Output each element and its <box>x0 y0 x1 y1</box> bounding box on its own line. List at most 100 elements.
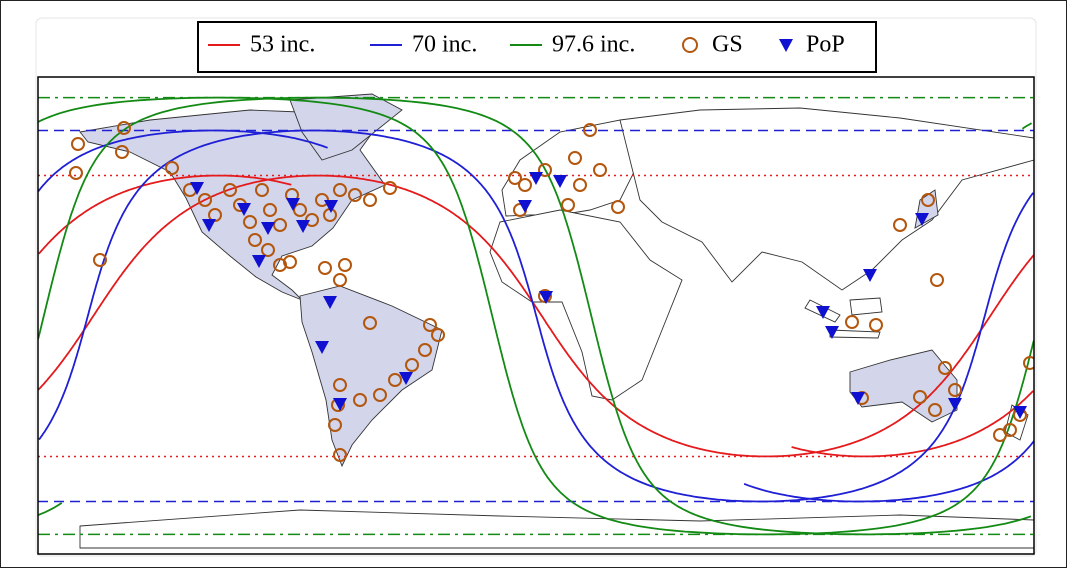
ground-station <box>561 198 575 212</box>
point-of-presence <box>915 213 929 226</box>
ground-station <box>948 383 962 397</box>
ground-station <box>869 318 883 332</box>
ground-station <box>538 163 552 177</box>
ground-station <box>893 218 907 232</box>
legend-items: 53 inc. 70 inc. 97.6 inc. GS PoP <box>208 32 845 58</box>
asia <box>619 107 1034 291</box>
ground-station <box>928 403 942 417</box>
legend-marker <box>682 37 698 53</box>
ground-station <box>611 200 625 214</box>
ground-station <box>69 166 83 180</box>
point-of-presence <box>948 398 962 411</box>
ground-station <box>383 181 397 195</box>
ground-station <box>208 208 222 222</box>
ground-track <box>38 129 1034 503</box>
ground-station <box>568 151 582 165</box>
map-frame <box>37 76 1035 555</box>
ground-station <box>388 373 402 387</box>
ground-station <box>333 448 347 462</box>
ground-station <box>930 273 944 287</box>
ground-station <box>1003 423 1017 437</box>
ground-station <box>198 193 212 207</box>
point-of-presence <box>399 372 413 385</box>
point-of-presence <box>851 392 865 405</box>
ground-station <box>263 203 277 217</box>
ground-station <box>93 253 107 267</box>
point-of-presence <box>261 222 275 235</box>
legend-label: GS <box>712 32 743 58</box>
ground-station <box>223 183 237 197</box>
ground-station <box>165 161 179 175</box>
ground-station <box>243 215 257 229</box>
ground-station <box>593 163 607 177</box>
point-of-presence <box>1013 406 1027 419</box>
ground-station <box>333 378 347 392</box>
ground-station <box>348 188 362 202</box>
stations <box>69 121 1034 462</box>
south-america <box>299 285 443 468</box>
basemap <box>38 93 1034 549</box>
ground-station <box>573 178 587 192</box>
legend-label: 97.6 inc. <box>552 32 635 58</box>
point-of-presence <box>252 255 266 268</box>
point-of-presence <box>296 220 310 233</box>
ground-station <box>261 243 275 257</box>
ground-station <box>333 183 347 197</box>
ground-station <box>583 123 597 137</box>
ground-station <box>518 178 532 192</box>
ground-station <box>255 183 269 197</box>
ground-station <box>913 390 927 404</box>
point-of-presence <box>863 269 877 282</box>
legend <box>197 21 877 73</box>
ground-station <box>333 273 347 287</box>
legend-label: 53 inc. <box>250 32 315 58</box>
legend-label: 70 inc. <box>412 32 477 58</box>
ground-station <box>363 316 377 330</box>
ground-station <box>353 393 367 407</box>
ground-station <box>373 388 387 402</box>
point-of-presence <box>237 203 251 216</box>
ground-station <box>423 318 437 332</box>
ground-tracks <box>38 96 1034 536</box>
ground-station <box>71 137 85 151</box>
ground-station <box>418 343 432 357</box>
ground-station <box>431 328 445 342</box>
point-of-presence <box>518 200 532 213</box>
point-of-presence <box>286 198 300 211</box>
ground-station <box>248 233 262 247</box>
point-of-presence <box>324 200 338 213</box>
ground-station <box>921 193 935 207</box>
ground-station <box>328 418 342 432</box>
ground-station <box>363 193 377 207</box>
point-of-presence <box>539 291 553 304</box>
point-of-presence <box>825 326 839 339</box>
legend-marker <box>779 39 793 52</box>
africa <box>489 209 683 401</box>
greenland <box>289 93 403 161</box>
ground-station <box>845 315 859 329</box>
ground-station <box>293 203 307 217</box>
point-of-presence <box>323 296 337 309</box>
ground-station <box>273 218 287 232</box>
ground-station <box>1023 356 1034 370</box>
point-of-presence <box>333 398 347 411</box>
point-of-presence <box>190 182 204 195</box>
ground-station <box>117 121 131 135</box>
ground-station <box>508 171 522 185</box>
antarctica <box>79 509 1034 549</box>
ground-station <box>405 358 419 372</box>
point-of-presence <box>202 219 216 232</box>
ground-station <box>938 361 952 375</box>
point-of-presence <box>816 306 830 319</box>
ground-station <box>283 255 297 269</box>
point-of-presence <box>529 172 543 185</box>
ground-station <box>115 145 129 159</box>
legend-label: PoP <box>806 32 845 58</box>
point-of-presence <box>315 341 329 354</box>
ground-track <box>38 96 1034 536</box>
ground-station <box>273 258 287 272</box>
ground-station <box>338 258 352 272</box>
ground-station <box>318 261 332 275</box>
point-of-presence <box>553 175 567 188</box>
